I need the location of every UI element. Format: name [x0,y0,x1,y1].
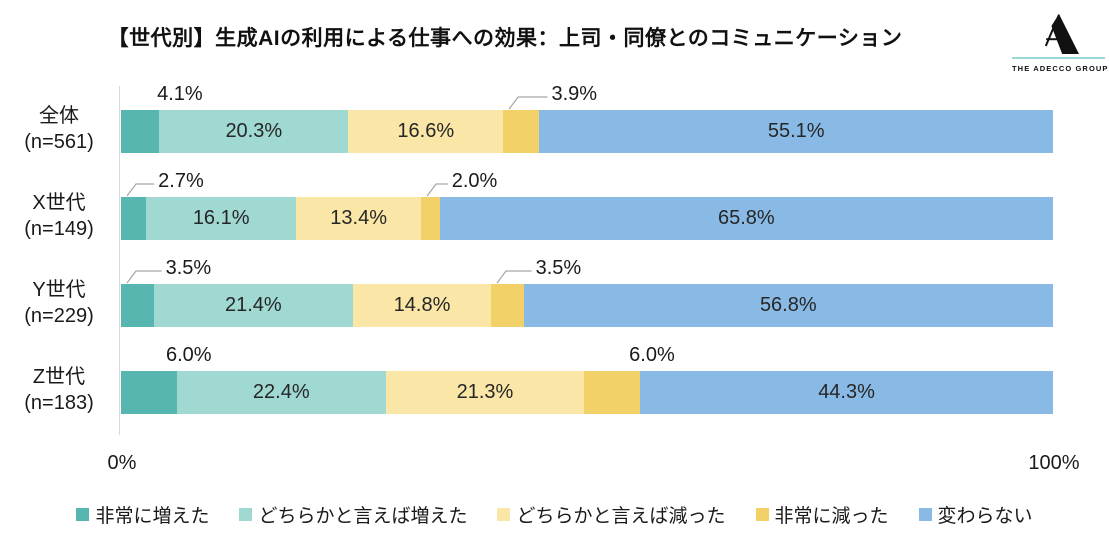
segment-value-label: 13.4% [330,207,387,229]
bar-segment: 65.8% [439,197,1053,240]
callout-value-label: 4.1% [157,83,203,105]
legend: 非常に増えた どちらかと言えば増えた どちらかと言えば減った 非常に減った 変わらない [0,501,1109,528]
legend-label: 非常に減った [774,506,889,527]
bar-segment [584,371,641,414]
legend-item: 変わらない [918,501,1033,528]
legend-label: 変わらない [937,506,1033,527]
category-name: Y世代 [32,279,86,301]
bar-segment: 16.1% [146,197,297,240]
bar-segment [121,110,160,153]
category-n: (n=561) [24,131,94,153]
legend-swatch-icon [755,508,769,521]
legend-item: 非常に減った [755,501,889,528]
legend-label: 非常に増えた [95,506,210,527]
segment-value-label: 21.4% [224,294,282,316]
category-name: 全体 [39,105,79,127]
segment-value-label: 16.6% [397,120,455,142]
category-label: 全体 (n=561) [6,103,112,155]
bar-segment [491,284,524,327]
bar-segment: 21.4% [153,284,354,327]
logo-a-icon [1012,12,1105,54]
callout-value-label: 6.0% [165,344,212,366]
segment-value-label: 55.1% [767,120,825,142]
x-axis-label-max: 100% [1028,452,1080,474]
legend-item: どちらかと言えば減った [497,501,726,528]
segment-value-label: 20.3% [225,120,283,142]
category-label: X世代 (n=149) [6,190,112,242]
bar-segment [121,371,177,414]
legend-swatch-icon [239,508,253,521]
bar-segment: 22.4% [176,371,386,414]
category-name: X世代 [32,192,86,214]
legend-swatch-icon [918,508,932,521]
bar-segment: 20.3% [159,110,349,153]
callout-value-label: 3.5% [165,257,212,279]
callout-value-label: 2.0% [451,170,498,192]
category-label: Z世代 (n=183) [6,364,112,416]
callout-value-label: 2.7% [158,170,204,192]
legend-item: 非常に増えた [76,501,209,528]
segment-value-label: 65.8% [718,207,775,229]
category-n: (n=149) [24,218,94,240]
legend-swatch-icon [497,508,511,521]
category-label: Y世代 (n=229) [6,277,112,329]
logo-divider [1012,57,1105,59]
adecco-logo: THE ADECCO GROUP [1012,12,1109,73]
bar-segment: 44.3% [640,371,1053,414]
leader-line [508,96,548,110]
bar-segment: 14.8% [353,284,491,327]
callout-value-label: 6.0% [629,344,675,366]
bar-segment: 13.4% [296,197,422,240]
bar-segment [421,197,440,240]
logo-text: THE ADECCO GROUP [1012,64,1109,73]
chart-title: 【世代別】生成AIの利用による仕事への効果：上司・同僚とのコミュニケーション [107,27,903,50]
leader-line [426,183,448,197]
bar-segment: 56.8% [523,284,1053,327]
segment-value-label: 56.8% [759,294,817,316]
legend-label: どちらかと言えば減った [516,506,726,527]
legend-label: どちらかと言えば増えた [258,506,468,527]
y-axis-line [119,86,120,435]
segment-value-label: 21.3% [456,381,514,403]
segment-value-label: 14.8% [393,294,451,316]
legend-item: どちらかと言えば増えた [239,501,467,528]
segment-value-label: 22.4% [252,381,310,403]
leader-line [126,183,155,197]
segment-value-label: 16.1% [192,207,250,229]
segment-value-label: 44.3% [818,381,875,403]
x-axis-label-min: 0% [107,452,137,474]
callout-value-label: 3.9% [551,83,598,105]
callout-value-label: 3.5% [535,257,582,279]
bar-segment: 55.1% [539,110,1053,153]
bar-segment: 21.3% [385,371,585,414]
category-n: (n=229) [24,305,94,327]
category-name: Z世代 [32,366,86,388]
bar-segment [121,284,154,327]
bar-segment: 16.6% [348,110,504,153]
legend-swatch-icon [76,508,90,521]
category-n: (n=183) [24,392,94,414]
bar-segment [503,110,540,153]
bar-segment [121,197,147,240]
leader-line [126,270,162,284]
leader-line [496,270,532,284]
